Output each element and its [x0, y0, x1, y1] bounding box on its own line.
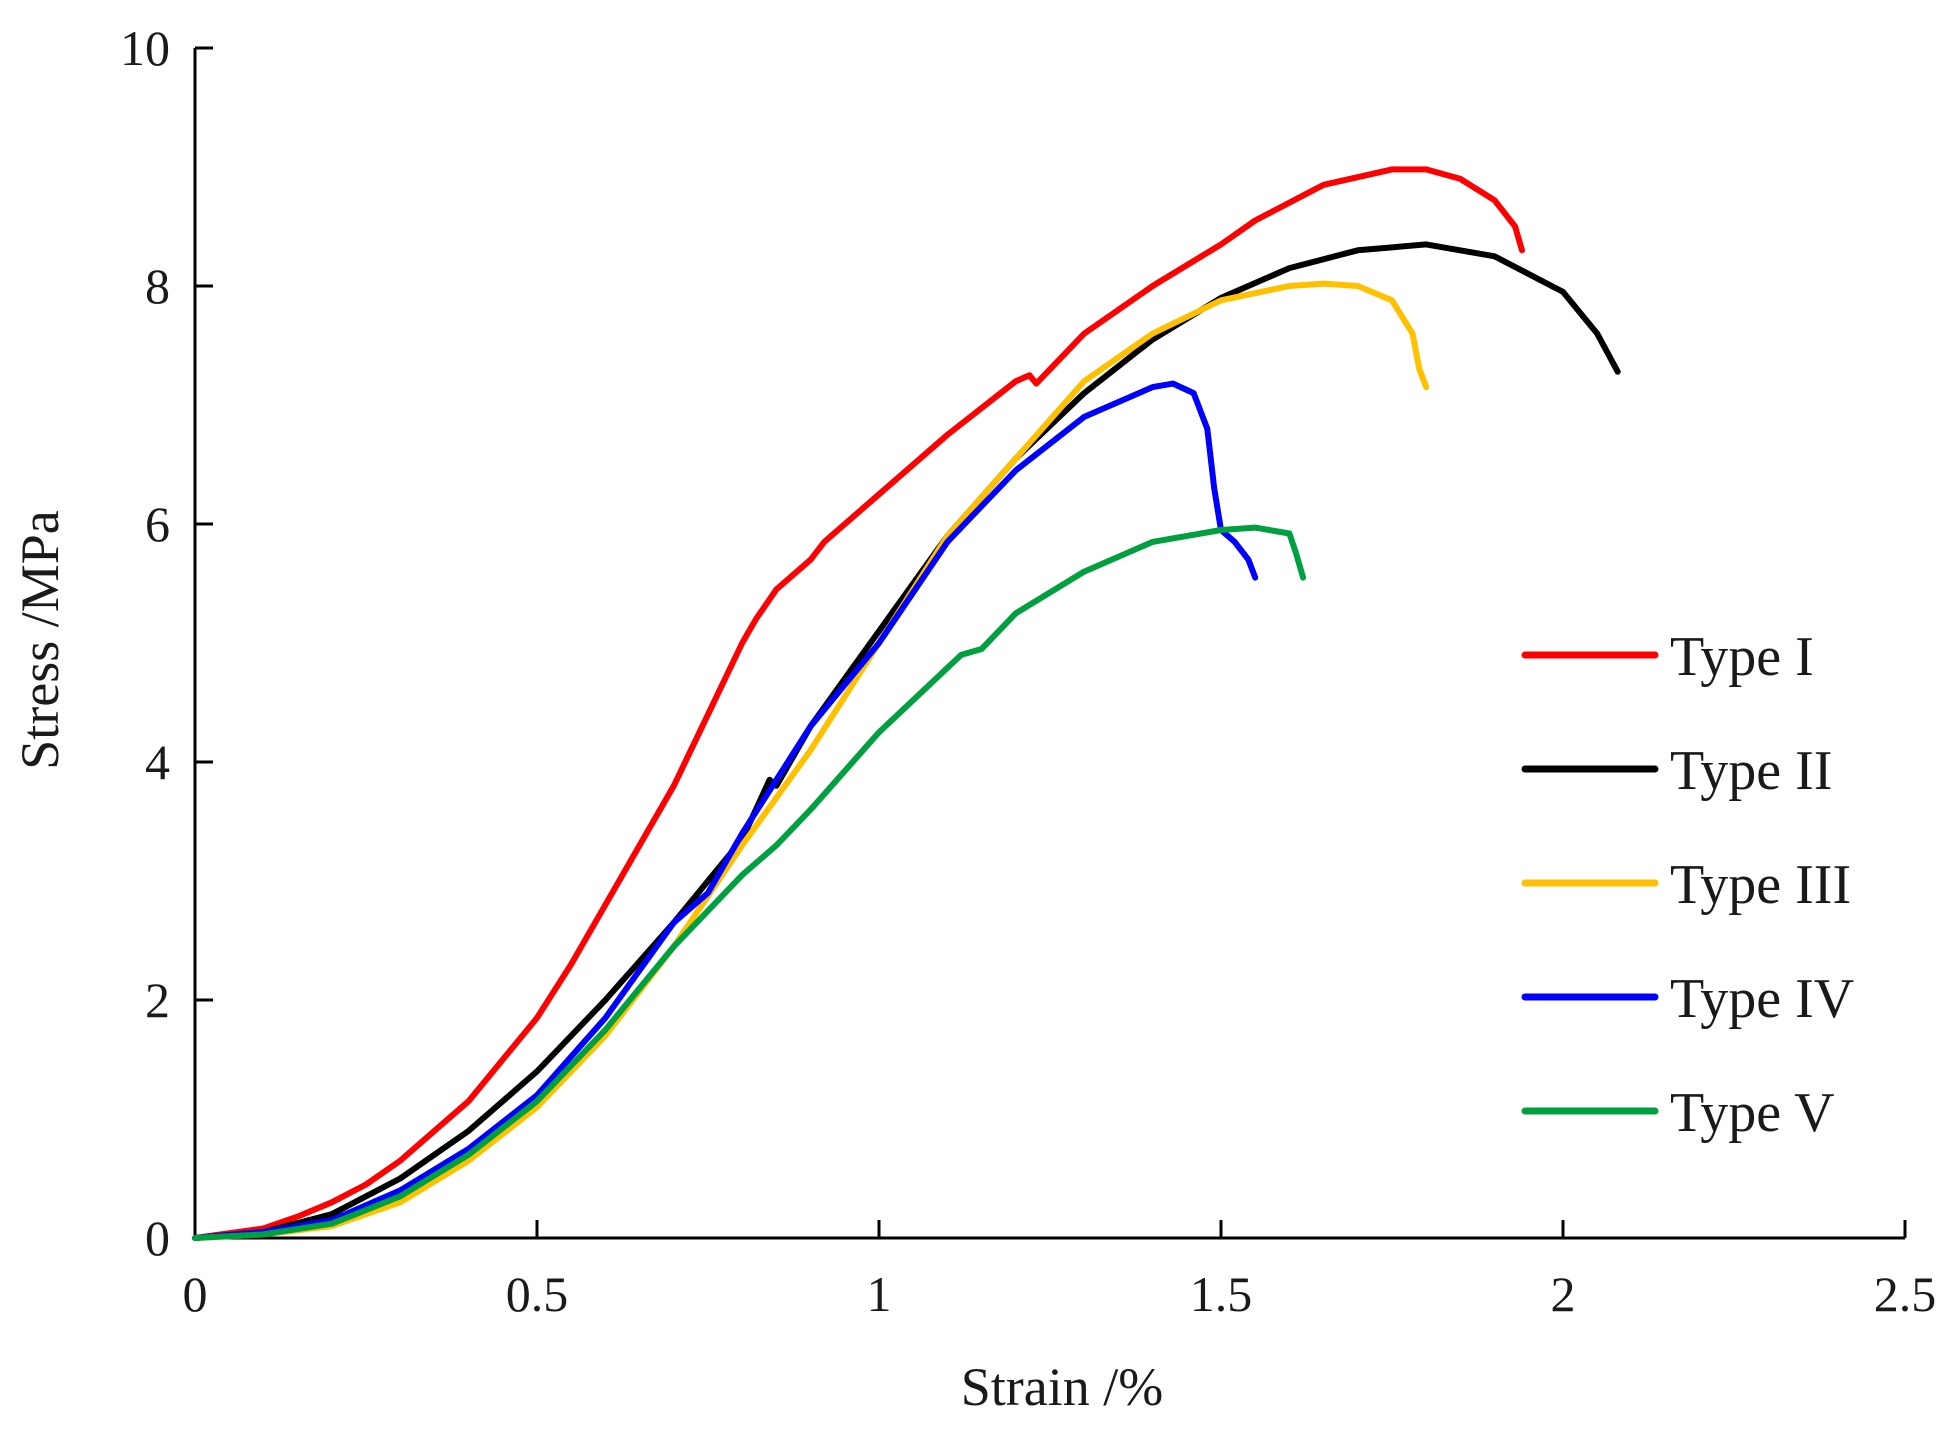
- legend: Type I Type II Type III Type IV Type V: [1521, 626, 1854, 1144]
- x-tick-label: 1.5: [1190, 1266, 1253, 1322]
- series-line-type-2: [192, 241, 1621, 1241]
- series-line-type-5: [192, 524, 1307, 1241]
- x-tick-label: 2.5: [1874, 1266, 1937, 1322]
- series-line-type-3: [192, 280, 1430, 1241]
- x-tick-label: 0: [183, 1266, 208, 1322]
- x-tick-label: 1: [867, 1266, 892, 1322]
- series-line-type-1: [192, 166, 1525, 1241]
- legend-label-type-2: Type II: [1670, 740, 1832, 802]
- y-axis-title: Stress /MPa: [10, 510, 70, 770]
- legend-label-type-3: Type III: [1670, 854, 1851, 916]
- y-tick-label: 8: [145, 258, 170, 314]
- axes: 0 0.5 1 1.5 2 2.5 0 2 4 6 8 10: [120, 20, 1936, 1322]
- y-tick-label: 10: [120, 20, 170, 76]
- series-line-type-4: [192, 380, 1259, 1241]
- y-tick-label: 4: [145, 734, 170, 790]
- legend-label-type-5: Type V: [1670, 1082, 1835, 1144]
- x-tick-label: 0.5: [506, 1266, 569, 1322]
- y-tick-label: 6: [145, 496, 170, 552]
- y-tick-label: 2: [145, 972, 170, 1028]
- series-lines: [192, 166, 1621, 1241]
- x-tick-label: 2: [1551, 1266, 1576, 1322]
- legend-label-type-1: Type I: [1670, 626, 1814, 688]
- x-axis-title: Strain /%: [961, 1357, 1163, 1417]
- legend-label-type-4: Type IV: [1670, 968, 1854, 1030]
- y-tick-label: 0: [145, 1210, 170, 1266]
